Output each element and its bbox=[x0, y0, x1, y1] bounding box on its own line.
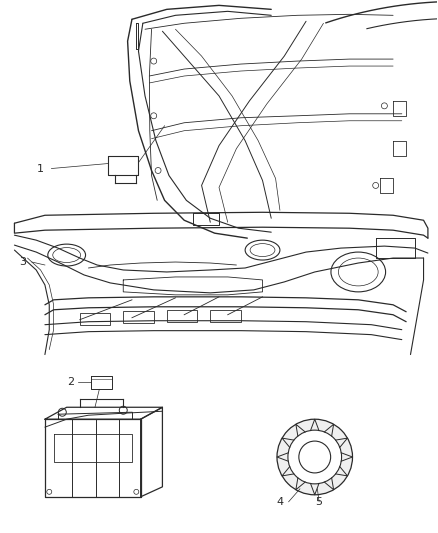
Bar bbox=[167, 310, 197, 322]
Text: 5: 5 bbox=[316, 497, 323, 507]
Text: 2: 2 bbox=[67, 377, 74, 387]
Bar bbox=[80, 313, 110, 325]
Bar bbox=[210, 310, 241, 322]
Circle shape bbox=[58, 408, 66, 416]
Circle shape bbox=[277, 419, 353, 495]
Circle shape bbox=[299, 441, 331, 473]
Bar bbox=[123, 311, 154, 322]
Text: 3: 3 bbox=[20, 257, 27, 267]
Text: 4: 4 bbox=[276, 497, 283, 507]
Circle shape bbox=[288, 430, 342, 484]
Text: 1: 1 bbox=[37, 164, 44, 174]
Circle shape bbox=[119, 406, 127, 414]
